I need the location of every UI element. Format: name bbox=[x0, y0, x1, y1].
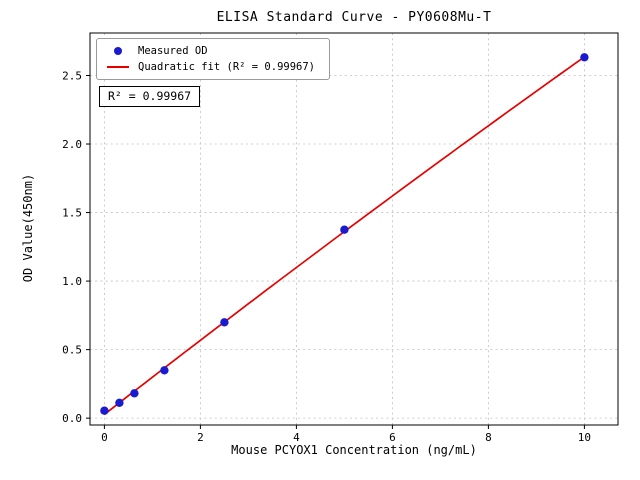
y-tick-label: 2.0 bbox=[62, 138, 82, 151]
y-axis-label: OD Value(450nm) bbox=[21, 173, 35, 283]
legend-swatch bbox=[105, 47, 131, 55]
x-tick-label: 2 bbox=[197, 431, 204, 444]
x-tick-label: 4 bbox=[293, 431, 300, 444]
measured-od-point bbox=[100, 406, 109, 415]
quadratic-fit-line bbox=[103, 56, 585, 416]
y-tick-label: 1.0 bbox=[62, 275, 82, 288]
legend-label-measured: Measured OD bbox=[138, 45, 208, 57]
legend-swatch bbox=[105, 66, 131, 68]
legend-box: Measured OD Quadratic fit (R² = 0.99967) bbox=[96, 38, 330, 80]
chart-title: ELISA Standard Curve - PY0608Mu-T bbox=[216, 10, 492, 25]
legend-entry-measured: Measured OD bbox=[105, 43, 321, 59]
r-squared-annotation: R² = 0.99967 bbox=[99, 86, 201, 107]
y-tick-label: 0.5 bbox=[62, 343, 82, 356]
measured-od-point bbox=[160, 366, 169, 375]
measured-od-point bbox=[115, 398, 124, 407]
measured-od-marker-icon bbox=[114, 47, 122, 55]
plot-border bbox=[89, 32, 619, 426]
legend-entry-fit: Quadratic fit (R² = 0.99967) bbox=[105, 59, 321, 75]
y-tick-label: 2.5 bbox=[62, 69, 82, 82]
x-tick-label: 8 bbox=[485, 431, 492, 444]
y-tick-label: 1.5 bbox=[62, 206, 82, 219]
x-axis-label: Mouse PCYOX1 Concentration (ng/mL) bbox=[231, 443, 477, 457]
x-tick-label: 10 bbox=[578, 431, 591, 444]
fit-line-icon bbox=[107, 66, 129, 68]
y-tick-label: 0.0 bbox=[62, 412, 82, 425]
measured-od-point bbox=[130, 389, 139, 398]
x-tick-label: 6 bbox=[389, 431, 396, 444]
x-tick-label: 0 bbox=[101, 431, 108, 444]
measured-od-point bbox=[220, 318, 229, 327]
measured-od-point bbox=[580, 53, 589, 62]
legend-label-fit: Quadratic fit (R² = 0.99967) bbox=[138, 61, 316, 73]
measured-od-point bbox=[340, 225, 349, 234]
